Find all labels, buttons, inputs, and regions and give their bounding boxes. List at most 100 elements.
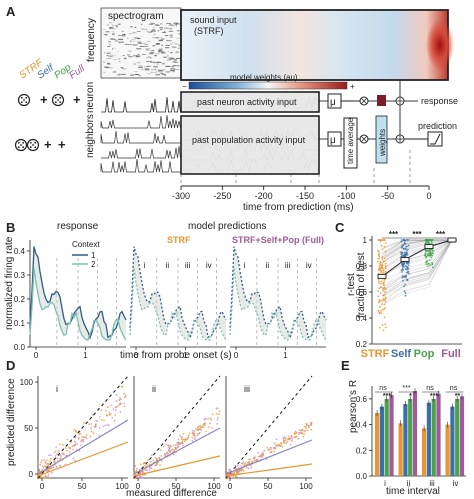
d-point <box>254 456 257 459</box>
spectrogram-speck <box>170 34 173 36</box>
spectrogram-speck <box>172 25 175 26</box>
d-point <box>303 433 305 436</box>
c-ytick-label: 0.2 <box>356 340 368 349</box>
d-point <box>269 446 272 449</box>
d-point <box>267 449 270 452</box>
panel-b-ylabel: normalized firing rate <box>4 236 15 330</box>
spectrogram-speck <box>108 41 111 43</box>
e-bar-strf <box>422 428 427 476</box>
panel-a-xticks: -300 -250 -200 -150 -100 -50 0 <box>172 186 432 201</box>
d-point <box>98 416 101 418</box>
spectrogram-speck <box>145 49 150 51</box>
d-point <box>290 439 293 442</box>
d-point <box>144 464 146 467</box>
spectrogram-speck <box>151 69 156 71</box>
d-point <box>274 447 277 450</box>
dice-icon-pip <box>29 146 32 149</box>
d-point <box>53 451 56 454</box>
panel-e-letter: E <box>341 358 350 373</box>
spectrogram-speck <box>173 59 177 61</box>
spectrogram-speck <box>130 74 135 76</box>
c-unit-point <box>377 250 380 253</box>
d-point <box>215 407 218 410</box>
strf-box-label-line2: (STRF) <box>194 26 224 36</box>
spectrogram-speck <box>137 42 142 44</box>
c-unit-point <box>377 290 380 293</box>
spectrogram-speck <box>167 55 169 57</box>
d-point <box>139 463 142 466</box>
spectrogram-speck <box>127 37 129 39</box>
d-point <box>55 446 58 449</box>
dice-icon-pip <box>34 146 37 149</box>
d-identity-line <box>37 375 129 479</box>
d-point <box>308 424 310 427</box>
dice-icon-pip <box>34 141 37 144</box>
d-point <box>291 437 294 440</box>
d-point <box>124 396 126 399</box>
d-point <box>112 408 115 411</box>
d-point <box>240 469 243 472</box>
full-subtitle: STRF+Self+Pop (Full) <box>232 235 324 245</box>
d-point <box>253 457 255 459</box>
spectrogram-speck <box>172 65 177 67</box>
spectrogram-speck <box>131 39 134 40</box>
d-point <box>290 436 293 439</box>
spectrogram-speck <box>118 61 121 62</box>
d-point <box>260 455 262 458</box>
d-point <box>249 458 251 460</box>
c-sig-stars: *** <box>412 230 422 239</box>
spectrogram-speck <box>112 47 116 49</box>
d-point <box>218 410 221 413</box>
spectrogram-speck <box>121 73 126 75</box>
d-point <box>261 456 264 458</box>
d-xtick-label: 0 <box>228 482 233 491</box>
e-sig-label-lower: *** <box>430 393 438 400</box>
c-unit-point <box>407 264 410 267</box>
d-point <box>200 426 203 429</box>
d-point <box>120 385 123 388</box>
spectrogram-speck <box>150 61 152 62</box>
plus-sign: + <box>73 92 81 107</box>
spectrogram-speck <box>115 40 119 42</box>
d-point <box>237 472 240 474</box>
d-point <box>49 460 51 463</box>
d-point <box>88 423 90 425</box>
d-point <box>175 444 177 446</box>
c-unit-point <box>400 240 403 243</box>
multiply-cross-2 <box>361 136 367 142</box>
spectrogram-speck <box>169 24 172 26</box>
spectrogram-speck <box>119 41 124 43</box>
c-unit-point <box>383 294 385 296</box>
spectrogram-speck <box>174 61 178 63</box>
neuron-box-label: past neuron activity input <box>197 97 297 107</box>
d-point <box>93 425 96 428</box>
d-point <box>235 471 238 473</box>
panel-b-title-predictions: model predictions <box>188 221 266 232</box>
d-point <box>62 443 64 446</box>
d-point <box>302 435 305 438</box>
d-point <box>150 467 153 470</box>
d-point <box>228 468 230 471</box>
e-bar-strf <box>445 424 450 476</box>
d-point <box>205 430 208 433</box>
d-point <box>81 435 83 438</box>
d-point <box>262 452 264 455</box>
spectrogram-speck <box>172 61 177 63</box>
d-xtick-label: 0 <box>40 482 45 491</box>
spectrogram-speck <box>104 66 109 68</box>
d-point <box>71 445 74 448</box>
d-point <box>304 429 307 432</box>
b-ytick-label: 0.0 <box>14 343 26 352</box>
e-sig-label-upper: ns <box>379 385 387 392</box>
neighbors-label: neighbors <box>85 114 96 158</box>
e-sig-label-upper: ns <box>450 385 458 392</box>
strf-box-label-line1: sound input <box>190 15 237 25</box>
c-unit-point <box>378 239 380 241</box>
spectrogram-speck <box>146 57 151 58</box>
spectrogram-speck <box>146 65 151 67</box>
panel-d: D predicted difference measured differen… <box>6 358 313 499</box>
spectrogram-speck <box>118 35 121 37</box>
c-unit-point <box>384 239 386 241</box>
e-ytick-label: 0.4 <box>356 421 368 430</box>
